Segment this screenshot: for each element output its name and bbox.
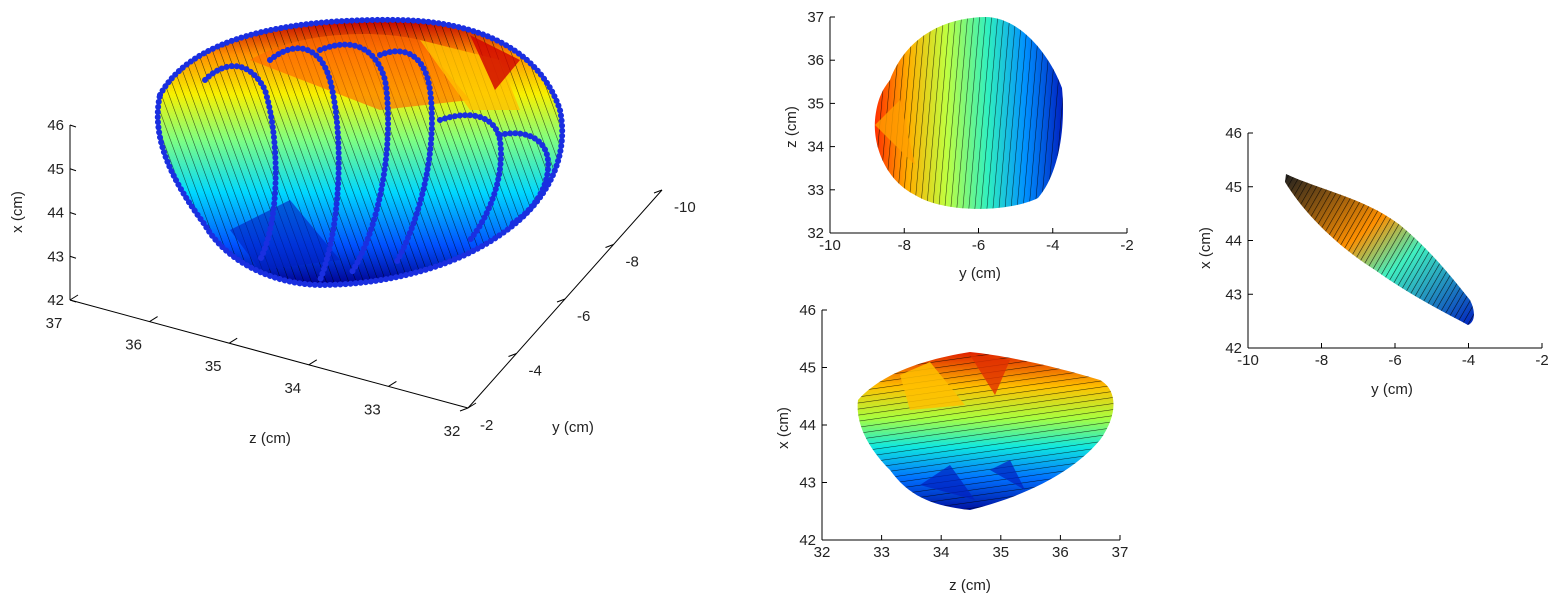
yz-ytick-label: 35 [807,95,824,112]
zx-ytick-label: 44 [799,417,816,434]
3d-ytick [508,353,517,357]
3d-ztick [388,380,397,387]
3d-ztick [69,294,79,301]
yx-xtick-label: -2 [1535,352,1548,369]
3d-ytick-label: -2 [480,417,493,434]
chart-zx: 32 33 34 35 36 37 42 43 44 45 46 z (cm) x (cm) [775,302,1129,594]
yx-ytick-label: 43 [1225,286,1242,303]
3d-xtick [69,124,77,128]
yz-xtick-label: -10 [819,237,841,254]
yx-ytick-label: 44 [1225,233,1242,250]
zx-xtick-label: 33 [873,544,890,561]
zlabel-3d: x (cm) [9,191,26,233]
zx-ytick-label: 43 [799,475,816,492]
3d-ytick [556,298,566,303]
3d-ytick-label: -4 [529,363,542,380]
xlabel-yx: y (cm) [1371,381,1413,398]
3d-ytick [459,407,469,412]
ylabel-zx: x (cm) [775,407,792,449]
yx-ytick-label: 45 [1225,179,1242,196]
yz-xtick-label: -4 [1046,237,1059,254]
ticks-3d: 37 36 35 34 33 32 -2 -4 -6 -8 -10 42 43 44 45 46 [46,117,696,440]
3d-ytick [653,189,663,194]
yx-ytick-label: 42 [1225,340,1242,357]
chart-3d: 37 36 35 34 33 32 -2 -4 -6 -8 -10 42 43 44 45 46 x (cm)… [9,16,696,447]
3d-xtick [69,299,77,303]
contour-slice [377,48,435,268]
contour-lines-3d [154,16,566,289]
contour-slice [497,130,552,228]
3d-ztick [228,337,238,344]
contour-slice [437,112,504,243]
3d-xtick-label: 45 [47,161,64,178]
zx-xtick-label: 37 [1112,544,1129,561]
3d-xtick-label: 42 [47,292,64,309]
3d-ytick [605,244,614,248]
3d-ztick-label: 35 [205,358,222,375]
ylabel-yx: x (cm) [1197,227,1214,269]
contour-slice [202,63,279,263]
yx-xtick-label: -10 [1237,352,1259,369]
3d-xtick [69,168,77,172]
chart-yz: -10 -8 -6 -4 -2 32 33 34 35 36 37 y (cm) z (cm) [783,9,1134,282]
yz-ytick-label: 34 [807,139,824,156]
3d-z-axis [69,299,469,409]
zx-ytick-label: 45 [799,360,816,377]
surface-3d [157,19,563,286]
3d-ytick-label: -10 [674,199,696,216]
3d-ztick-label: 32 [444,423,461,440]
zx-xtick-label: 32 [814,544,831,561]
yx-xtick-label: -8 [1315,352,1328,369]
3d-ztick-label: 37 [46,315,63,332]
xlabel-zx: z (cm) [949,577,991,594]
zx-ytick-label: 42 [799,532,816,549]
zx-ytick-label: 46 [799,302,816,319]
yz-ytick-label: 33 [807,182,824,199]
zx-xtick-label: 36 [1052,544,1069,561]
surface-zx [857,352,1114,510]
3d-ytick-label: -8 [626,254,639,271]
3d-xtick-label: 43 [47,248,64,265]
surface-yz [874,17,1063,209]
3d-ztick [467,402,477,409]
zx-xtick-label: 34 [933,544,950,561]
yx-xtick-label: -6 [1388,352,1401,369]
3d-xtick [69,212,77,215]
yz-ytick-label: 32 [807,225,824,242]
3d-ztick-label: 36 [125,337,142,354]
zx-xtick-label: 35 [992,544,1009,561]
xlabel-yz: y (cm) [959,265,1001,282]
yz-ytick-label: 37 [807,9,824,26]
xlabel-3d: z (cm) [249,430,291,447]
3d-xtick [69,255,77,259]
yz-xtick-label: -2 [1120,237,1133,254]
ylabel-yz: z (cm) [783,106,800,148]
yz-xtick-label: -8 [898,237,911,254]
contour-slice [317,41,392,278]
yz-ytick-label: 36 [807,52,824,69]
chart-yx: -10 -8 -6 -4 -2 42 43 44 45 46 y (cm) x (cm) [1197,125,1549,398]
yx-xtick-label: -4 [1462,352,1475,369]
yz-xtick-label: -6 [972,237,985,254]
surface-yx [1285,174,1474,325]
3d-xtick-label: 46 [47,117,64,134]
3d-ytick-label: -6 [577,308,590,325]
ylabel-3d: y (cm) [552,419,594,436]
3d-ztick [308,359,318,366]
3d-ztick [149,316,158,323]
3d-xtick-label: 44 [47,205,64,222]
contour-slice [267,45,342,283]
3d-ztick-label: 34 [284,380,301,397]
3d-ztick-label: 33 [364,401,381,418]
yx-ytick-label: 46 [1225,125,1242,142]
